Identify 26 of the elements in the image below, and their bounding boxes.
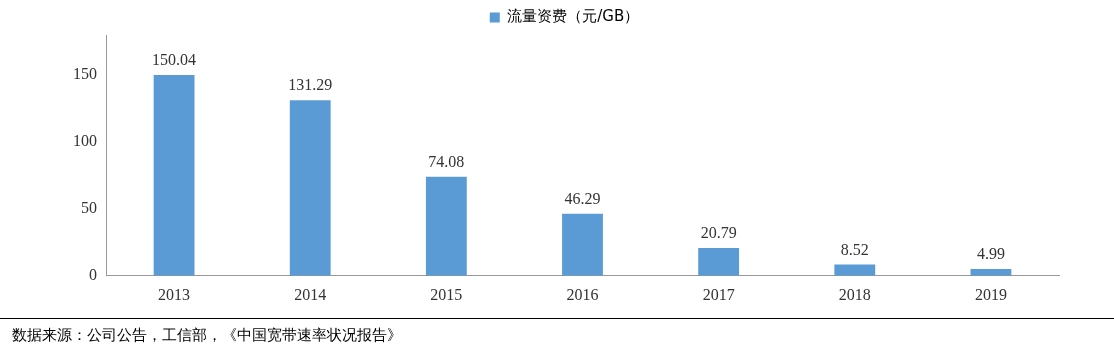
bar <box>562 213 603 276</box>
data-label: 20.79 <box>700 224 737 242</box>
x-tick-label: 2019 <box>974 285 1007 303</box>
legend-label: 流量资费（元/GB） <box>507 7 640 26</box>
source-note: 数据来源：公司公告，工信部，《中国宽带速率状况报告》 <box>12 326 402 345</box>
data-label: 4.99 <box>976 245 1005 263</box>
data-label: 131.29 <box>288 76 333 94</box>
y-tick-label: 0 <box>89 266 97 283</box>
bar <box>153 75 195 276</box>
x-tick-label: 2018 <box>838 285 871 303</box>
data-label: 74.08 <box>428 152 465 170</box>
bar <box>698 247 740 276</box>
data-label: 46.29 <box>564 190 601 208</box>
bar <box>289 100 331 276</box>
x-tick-label: 2014 <box>294 285 327 303</box>
x-tick-label: 2015 <box>430 285 463 303</box>
y-tick-label: 150 <box>73 65 97 83</box>
bar <box>834 264 876 276</box>
y-tick-label: 100 <box>73 132 97 150</box>
x-tick-label: 2013 <box>158 285 191 303</box>
x-tick-label: 2016 <box>566 285 599 303</box>
data-label: 8.52 <box>840 240 869 258</box>
y-tick-label: 50 <box>81 199 97 217</box>
bar <box>425 176 467 276</box>
data-label: 150.04 <box>152 51 197 69</box>
x-tick-label: 2017 <box>702 285 735 303</box>
